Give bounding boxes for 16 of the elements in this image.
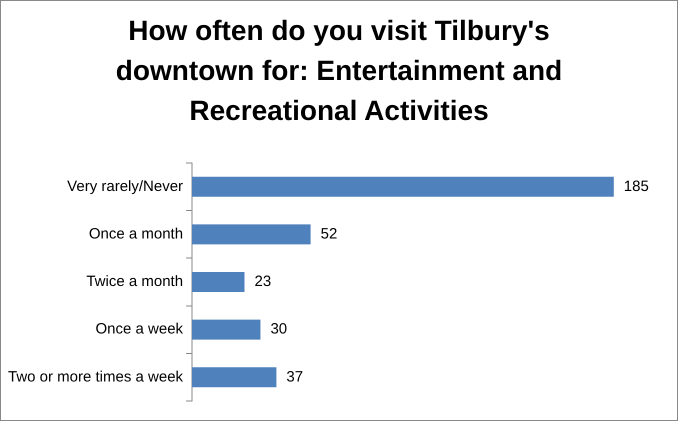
chart-title: How often do you visit Tilbury's downtown for: Entertainment and Recreational Activities bbox=[114, 14, 564, 128]
data-label: 23 bbox=[254, 273, 272, 290]
data-label: 30 bbox=[270, 320, 288, 338]
y-tick-label: Two or more times a week bbox=[8, 368, 184, 386]
data-label: 52 bbox=[320, 226, 338, 243]
y-tick-label: Very rarely/Never bbox=[67, 178, 184, 195]
bar bbox=[192, 272, 244, 292]
data-label: 185 bbox=[624, 178, 649, 195]
y-tick-label: Once a month bbox=[88, 226, 184, 243]
bar bbox=[192, 224, 311, 244]
data-label: 37 bbox=[286, 368, 304, 386]
bar bbox=[192, 367, 276, 388]
bar bbox=[192, 320, 260, 340]
y-tick-label: Twice a month bbox=[86, 273, 184, 290]
y-tick-label: Once a week bbox=[96, 320, 184, 338]
bar bbox=[192, 176, 614, 197]
